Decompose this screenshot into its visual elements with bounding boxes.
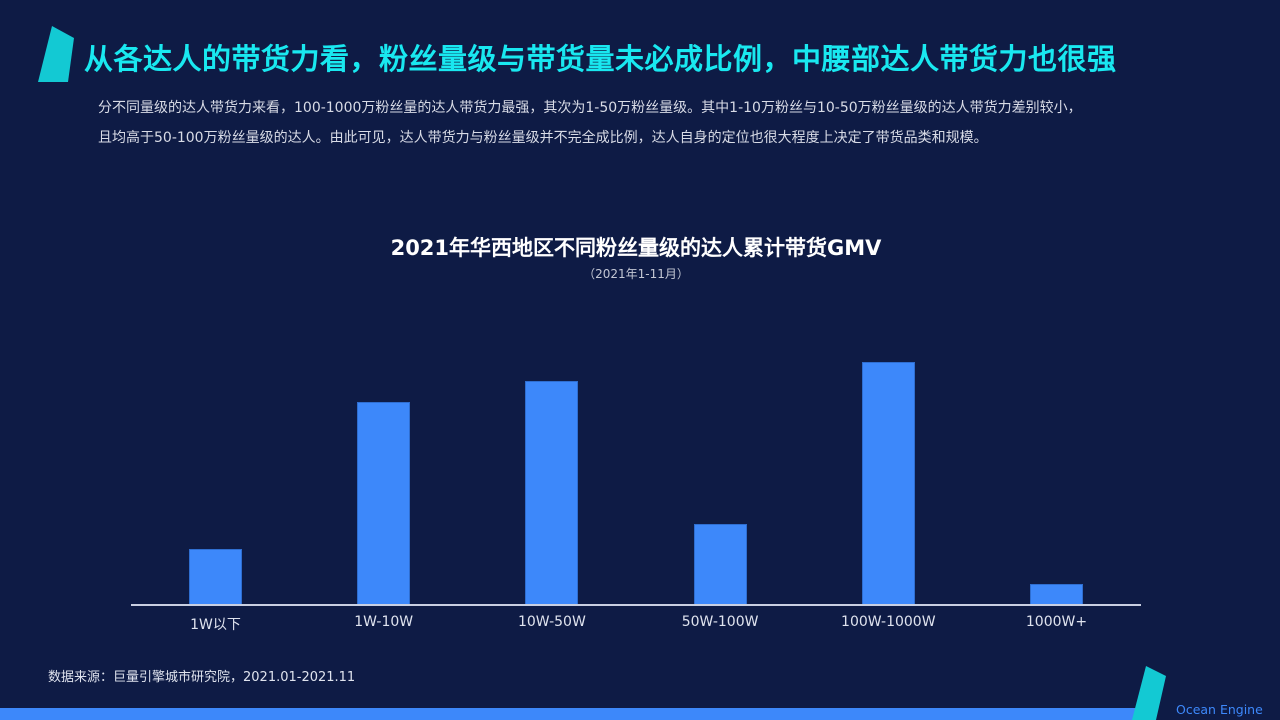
data-source-note: 数据来源：巨量引擎城市研究院，2021.01-2021.11 xyxy=(48,670,356,685)
summary-line-2: 且均高于50-100万粉丝量级的达人。由此可见，达人带货力与粉丝量级并不完全成比… xyxy=(98,130,988,146)
bar-3 xyxy=(525,381,579,605)
bar-6 xyxy=(1030,584,1083,605)
chart-subtitle: （2021年1-11月） xyxy=(583,267,689,281)
bar-chart-plot xyxy=(131,300,1141,605)
accent-parallelogram-icon xyxy=(1132,666,1166,720)
x-axis-line xyxy=(131,604,1141,606)
chart-title: 2021年华西地区不同粉丝量级的达人累计带货GMV xyxy=(390,236,882,260)
x-axis-label: 1000W+ xyxy=(1025,614,1088,630)
summary-line-1: 分不同量级的达人带货力来看，100-1000万粉丝量的达人带货力最强，其次为1-… xyxy=(98,100,1082,116)
x-axis-label: 1W-10W xyxy=(354,614,414,630)
bar-2 xyxy=(357,402,411,605)
x-axis-label: 100W-1000W xyxy=(841,614,936,630)
slide-headline: 从各达人的带货力看，粉丝量级与带货量未必成比例，中腰部达人带货力也很强 xyxy=(84,42,1117,76)
footer-band xyxy=(0,708,1142,720)
x-axis-label: 50W-100W xyxy=(681,614,759,630)
summary-text: 分不同量级的达人带货力来看，100-1000万粉丝量的达人带货力最强，其次为1-… xyxy=(98,93,1208,153)
bar-1 xyxy=(189,549,242,605)
brand-logo-text: Ocean Engine xyxy=(1176,702,1263,717)
x-axis-label: 1W以下 xyxy=(190,617,241,633)
bar-4 xyxy=(693,524,747,605)
bar-5 xyxy=(861,362,915,605)
accent-parallelogram-icon xyxy=(38,26,74,82)
x-axis-label: 10W-50W xyxy=(517,614,586,630)
